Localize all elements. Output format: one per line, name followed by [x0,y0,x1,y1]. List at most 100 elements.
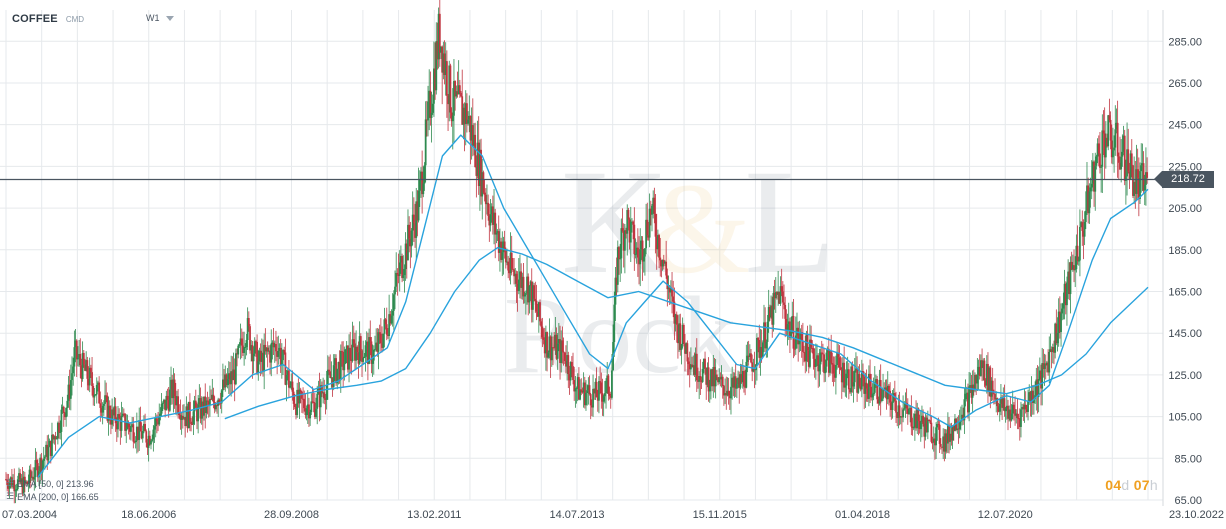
candle-body [776,292,778,295]
candle-body [847,369,850,390]
candle-body [1132,165,1134,196]
candle-body [858,374,861,387]
candle-body [299,389,302,392]
candle-body [421,171,424,195]
candle-body [342,351,345,371]
candle-body [210,398,213,400]
candle-body [946,425,949,444]
candle-body [700,380,703,382]
candle-body [400,256,402,263]
candle-body [423,165,426,184]
candle-body [501,252,504,260]
candle-body [336,368,339,384]
candle-body [101,405,104,413]
candle-body [1003,398,1006,412]
candle-body [740,374,743,383]
candle-body [839,367,842,370]
candle-body [799,332,802,340]
candle-body [995,398,998,400]
candle-body [985,363,988,386]
candle-body [515,273,518,284]
candle-body [691,364,693,368]
candle-body [481,172,484,197]
candle-body [52,434,55,440]
candle-body [74,340,77,348]
candle-body [166,395,169,400]
candle-body [686,343,689,362]
candle-body [668,287,671,293]
candle-body [511,268,514,270]
settings-icon: ☰ [6,491,15,501]
candle-body [975,375,978,384]
candle-body [368,337,370,364]
candle-body [773,292,776,299]
candle-body [443,53,446,75]
y-tick-label: 65.00 [1174,495,1202,507]
candle-body [204,396,207,413]
candle-body [816,355,818,360]
chevron-down-icon [165,15,174,21]
candle-body [689,364,692,370]
candle-body [494,212,497,235]
candle-body [750,353,752,363]
candle-body [280,360,283,366]
candle-body [983,360,986,381]
candle-body [212,394,215,402]
timeframe-selector[interactable]: W1 [146,13,174,23]
candle-body [104,395,106,404]
candle-body [128,427,131,432]
candle-body [404,243,407,270]
candle-body [141,431,144,439]
svg-text:L: L [744,139,836,305]
candle-body [680,344,683,350]
candle-body [209,398,211,405]
indicator-ema50[interactable]: ☰ EMA [50, 0] 213.96 [6,478,94,489]
candle-body [990,380,993,397]
candle-body [377,332,380,352]
candle-body [188,401,191,422]
candle-body [1103,133,1106,158]
candle-body [349,347,352,360]
candle-body [457,85,460,95]
candle-body [568,374,571,381]
candle-body [1056,332,1059,344]
candle-body [493,212,495,225]
candle-body [794,335,797,349]
candle-body [922,415,925,425]
symbol-header[interactable]: COFFEE CMD [12,8,84,30]
candle-body [932,438,935,443]
candle-body [579,389,581,400]
candle-body [1034,395,1037,400]
candle-body [664,261,666,264]
candle-body [819,352,822,365]
candle-body [930,422,933,442]
candle-body [532,285,534,310]
candle-body [942,436,945,448]
candle-body [1046,362,1048,366]
candle-body [79,353,82,366]
indicator-ema200[interactable]: ☰ EMA [200, 0] 166.65 [6,491,99,502]
candle-body [892,393,895,402]
candle-body [1127,149,1130,172]
candle-body [523,294,526,297]
candle-body [364,345,367,357]
candle-body [267,350,270,352]
candle-body [102,403,105,406]
candle-body [978,366,981,376]
candle-body [654,213,657,237]
candle-body [132,424,135,442]
candle-body [976,375,979,384]
candle-body [928,419,930,421]
candle-body [466,103,468,124]
candle-body [486,202,488,205]
candle-body [695,353,698,381]
candle-body [146,442,149,448]
candle-body [631,221,633,223]
candle-body [744,386,747,388]
candle-body [590,405,593,408]
candle-body [1064,283,1067,306]
candle-body [866,388,869,399]
candle-body [836,352,838,365]
candle-body [370,341,373,364]
